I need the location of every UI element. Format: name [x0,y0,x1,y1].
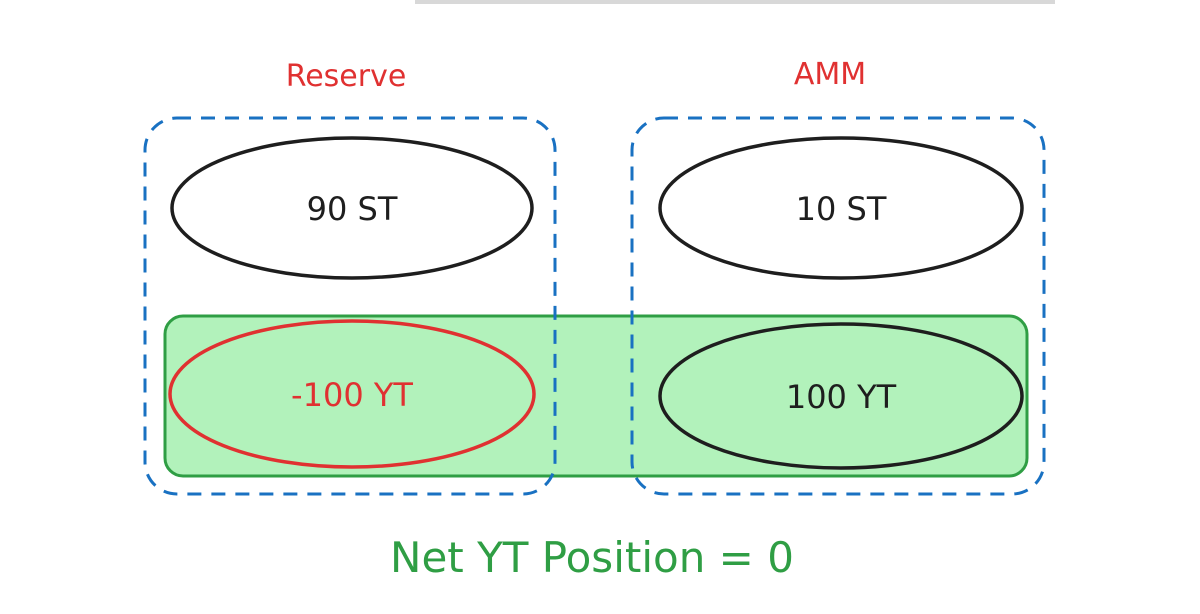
reserve-st-text: 90 ST [307,190,398,228]
net-position-caption: Net YT Position = 0 [390,533,794,582]
reserve-yt-node [168,319,536,469]
clipped-header-text [415,0,1055,4]
reserve-yt-text: -100 YT [291,376,413,414]
amm-yt-text: 100 YT [786,378,897,416]
amm-group-box [630,116,1046,496]
amm-st-text: 10 ST [796,190,887,228]
amm-label: AMM [794,57,866,92]
reserve-label: Reserve [286,59,407,94]
reserve-group-box [143,116,557,496]
amm-st-node [658,136,1024,280]
yt-highlight-band [163,314,1029,478]
amm-yt-node [658,322,1024,470]
reserve-st-node [170,136,534,280]
